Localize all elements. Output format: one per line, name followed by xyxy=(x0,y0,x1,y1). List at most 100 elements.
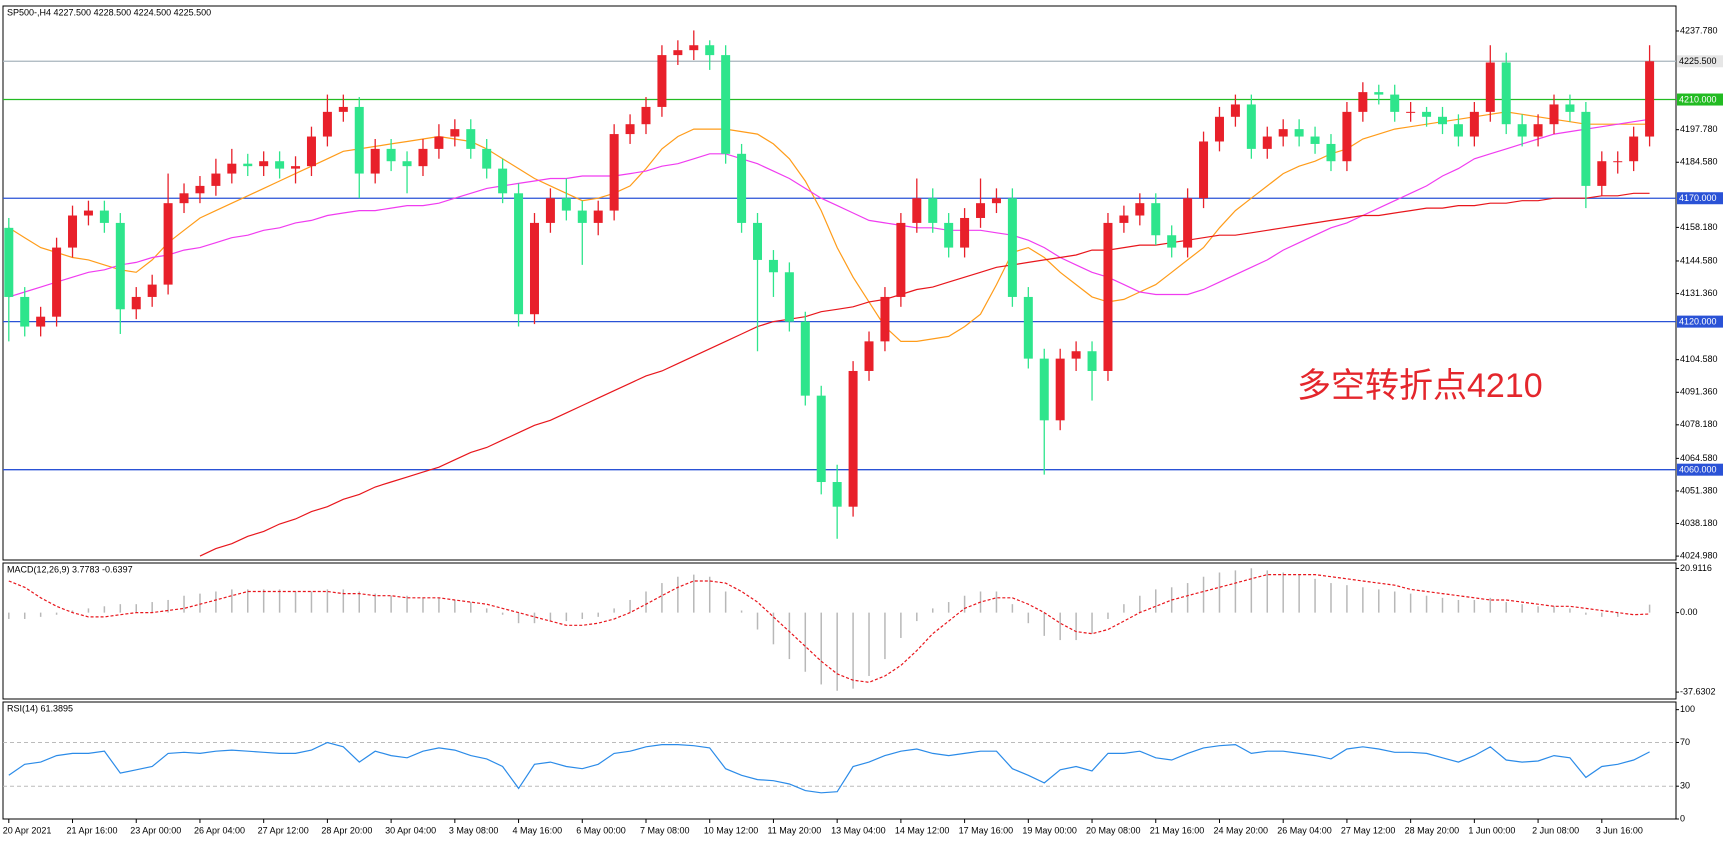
y-tick-label: 4237.780 xyxy=(1680,25,1718,35)
x-tick-label: 14 May 12:00 xyxy=(895,825,950,835)
candle-body xyxy=(291,166,301,169)
x-tick-label: 28 May 20:00 xyxy=(1405,825,1460,835)
candle-body xyxy=(1629,136,1639,162)
candle-body xyxy=(1645,61,1655,137)
candle-body xyxy=(1071,351,1081,359)
y-tick-label: 4024.980 xyxy=(1680,550,1718,560)
x-tick-label: 11 May 20:00 xyxy=(767,825,821,835)
candle-body xyxy=(641,106,651,125)
candle-body xyxy=(657,55,667,107)
candle-body xyxy=(1597,161,1607,186)
candle-body xyxy=(1374,92,1384,95)
candle-body xyxy=(1087,351,1097,371)
candle-body xyxy=(1135,203,1145,216)
x-tick-label: 3 Jun 16:00 xyxy=(1596,825,1643,835)
y-tick-label: 70 xyxy=(1680,737,1690,747)
candle-body xyxy=(1167,235,1177,248)
candle-body xyxy=(784,272,794,322)
candle-body xyxy=(1613,161,1623,163)
x-tick-label: 3 May 08:00 xyxy=(449,825,499,835)
candle-body xyxy=(848,370,858,507)
candle-body xyxy=(1294,129,1304,137)
candle-body xyxy=(1453,124,1463,137)
panel-frame xyxy=(2,562,1677,700)
candle-body xyxy=(816,395,826,483)
x-tick-label: 20 Apr 2021 xyxy=(3,825,52,835)
x-tick-label: 7 May 08:00 xyxy=(640,825,690,835)
y-tick-label: 4144.580 xyxy=(1680,255,1718,265)
candle-body xyxy=(1214,116,1224,142)
candle-body xyxy=(1310,136,1320,144)
x-tick-label: 21 May 16:00 xyxy=(1150,825,1205,835)
candle-body xyxy=(259,161,269,167)
level-label: 4120.000 xyxy=(1679,316,1717,326)
candle-body xyxy=(1119,215,1129,223)
candle-body xyxy=(1501,62,1511,125)
x-tick-label: 20 May 08:00 xyxy=(1086,825,1141,835)
candle-body xyxy=(131,296,141,310)
level-tag xyxy=(1677,315,1723,328)
y-tick-label: 4197.780 xyxy=(1680,124,1718,134)
x-tick-label: 6 May 00:00 xyxy=(576,825,626,835)
x-tick-label: 1 Jun 00:00 xyxy=(1468,825,1515,835)
candle-body xyxy=(991,198,1001,204)
candle-body xyxy=(1581,111,1591,186)
candle-body xyxy=(768,259,778,273)
moving-average xyxy=(8,118,1650,298)
candle-body xyxy=(36,316,46,327)
candle-body xyxy=(4,227,14,297)
y-tick-label: 4091.360 xyxy=(1680,387,1718,397)
candle-body xyxy=(179,193,189,204)
candle-body xyxy=(1533,124,1543,137)
candle-body xyxy=(1326,143,1336,162)
candle-body xyxy=(163,203,173,285)
candle-body xyxy=(1422,111,1432,117)
candle-body xyxy=(68,215,78,248)
candle-body xyxy=(561,198,571,211)
candle-body xyxy=(466,129,476,149)
candle-body xyxy=(593,210,603,223)
candle-body xyxy=(1469,111,1479,137)
candle-body xyxy=(944,222,954,248)
candle-body xyxy=(577,210,587,223)
candle-body xyxy=(211,173,221,186)
moving-average xyxy=(8,111,1650,342)
candle-body xyxy=(83,210,93,216)
candle-body xyxy=(960,217,970,248)
candle-body xyxy=(243,163,253,167)
candle-body xyxy=(354,106,364,174)
x-tick-label: 26 Apr 04:00 xyxy=(194,825,245,835)
x-tick-label: 23 Apr 00:00 xyxy=(130,825,181,835)
x-tick-label: 2 Jun 08:00 xyxy=(1532,825,1579,835)
candle-body xyxy=(498,168,508,194)
candle-body xyxy=(545,198,555,223)
y-tick-label: -37.6302 xyxy=(1680,686,1716,696)
annotation: 多空转折点4210 xyxy=(1297,367,1543,405)
y-tick-label: 0.00 xyxy=(1680,607,1698,617)
candle-body xyxy=(1055,358,1065,421)
candle-body xyxy=(1517,124,1527,137)
y-tick-label: 4051.380 xyxy=(1680,485,1718,495)
level-tag xyxy=(1677,55,1723,68)
candle-body xyxy=(1230,104,1240,117)
candle-body xyxy=(896,222,906,297)
y-tick-label: 100 xyxy=(1680,704,1695,714)
candle-body xyxy=(434,136,444,149)
moving-average xyxy=(199,192,1650,557)
candle-body xyxy=(195,185,205,194)
x-tick-label: 27 Apr 12:00 xyxy=(258,825,309,835)
candle-body xyxy=(705,45,715,56)
candle-body xyxy=(1039,358,1049,421)
candle-body xyxy=(1549,104,1559,125)
level-tag xyxy=(1677,463,1723,476)
panel-title: MACD(12,26,9) 3.7783 -0.6397 xyxy=(7,564,133,574)
signal-line xyxy=(8,574,1650,683)
candle-body xyxy=(1103,222,1113,371)
candle-body xyxy=(227,163,237,174)
candle-body xyxy=(832,482,842,507)
x-tick-label: 21 Apr 16:00 xyxy=(67,825,118,835)
candle-body xyxy=(1023,296,1033,359)
y-tick-label: 4131.360 xyxy=(1680,288,1718,298)
candle-body xyxy=(450,129,460,137)
